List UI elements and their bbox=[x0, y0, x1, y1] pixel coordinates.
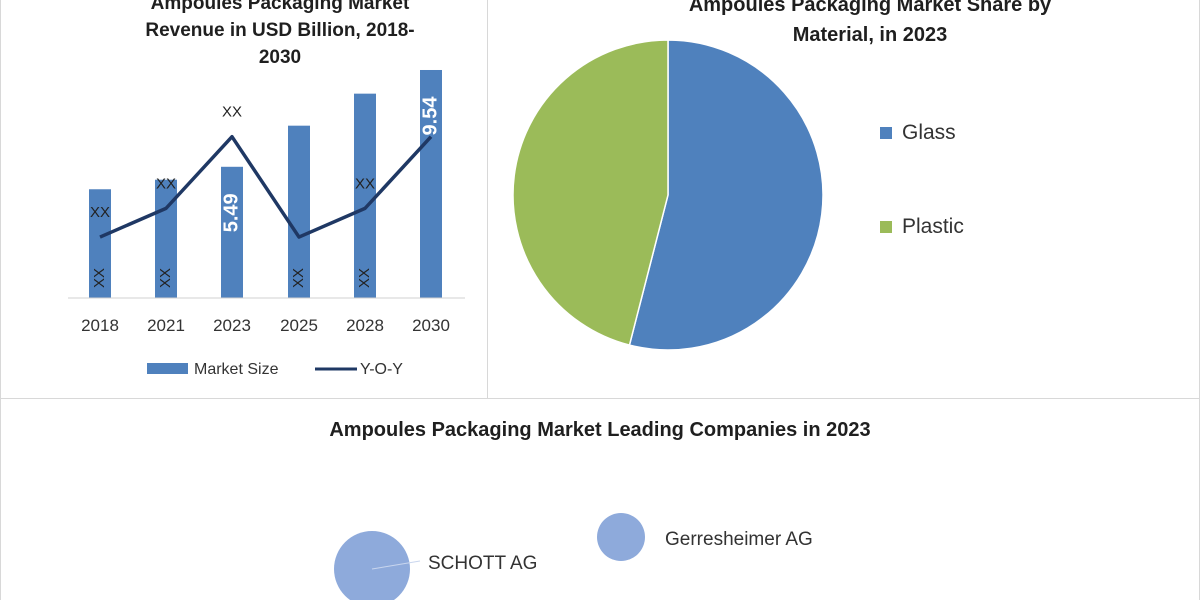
revenue-title-line-1: Ampoules Packaging Market bbox=[150, 0, 410, 14]
companies-title: Ampoules Packaging Market Leading Compan… bbox=[329, 419, 871, 441]
companies-bubble-chart: SCHOTT AG Gerresheimer AG bbox=[334, 513, 813, 600]
legend-yoy-label: Y-O-Y bbox=[360, 361, 403, 378]
company-schott: SCHOTT AG bbox=[334, 531, 537, 600]
x-tick-2021: 2021 bbox=[147, 316, 185, 335]
pie-legend-label-plastic: Plastic bbox=[902, 215, 964, 238]
bar-label-2025: XX bbox=[290, 268, 307, 288]
pie-legend-label-glass: Glass bbox=[902, 121, 956, 144]
schott-bubble bbox=[334, 531, 410, 600]
x-tick-2018: 2018 bbox=[81, 316, 119, 335]
revenue-chart-title: Ampoules Packaging Market Revenue in USD… bbox=[90, 0, 470, 71]
pie-legend-swatch-plastic bbox=[880, 221, 892, 233]
material-share-pie: Glass Plastic bbox=[512, 39, 964, 351]
gerresheimer-label: Gerresheimer AG bbox=[665, 529, 813, 550]
yoy-label-2021: XX bbox=[156, 175, 176, 192]
legend-market-size-swatch bbox=[147, 363, 188, 374]
x-tick-2025: 2025 bbox=[280, 316, 318, 335]
yoy-label-2023: XX bbox=[222, 104, 242, 121]
share-title-line-2: Material, in 2023 bbox=[792, 24, 948, 46]
gerresheimer-bubble bbox=[597, 513, 645, 561]
bar-2018 bbox=[89, 189, 111, 298]
bar-label-2030: 9.54 bbox=[419, 96, 441, 136]
x-tick-2030: 2030 bbox=[412, 316, 450, 335]
bar-label-2018: XX bbox=[91, 268, 108, 288]
schott-leader-line bbox=[371, 560, 421, 570]
company-gerresheimer: Gerresheimer AG bbox=[597, 513, 813, 561]
pie-slices bbox=[512, 39, 824, 351]
bar-label-2023: 5.49 bbox=[220, 193, 242, 232]
bar-2030 bbox=[420, 69, 442, 298]
bar-2023 bbox=[221, 166, 243, 298]
revenue-legend: Market Size Y-O-Y bbox=[147, 361, 403, 378]
schott-label: SCHOTT AG bbox=[428, 553, 537, 574]
bar-2025 bbox=[288, 125, 310, 298]
legend-market-size-label: Market Size bbox=[194, 361, 279, 378]
yoy-line-layer: XX XX XX XX bbox=[90, 104, 433, 239]
bar-2028 bbox=[354, 93, 376, 298]
left-border bbox=[0, 0, 1, 600]
yoy-line bbox=[99, 134, 433, 239]
pie-slice-glass bbox=[628, 39, 824, 351]
x-tick-layer: 2018 2021 2023 2025 2028 2030 bbox=[81, 316, 450, 335]
pie-legend: Glass Plastic bbox=[880, 121, 964, 238]
share-title-line-1: Ampoules Packaging Market Share by bbox=[688, 0, 1052, 16]
revenue-title-line-3: 2030 bbox=[258, 47, 302, 68]
vertical-divider bbox=[487, 0, 488, 398]
pie-slice-plastic bbox=[512, 39, 669, 347]
share-chart-title: Ampoules Packaging Market Share by Mater… bbox=[640, 0, 1100, 49]
pie-legend-swatch-glass bbox=[880, 127, 892, 139]
x-tick-2028: 2028 bbox=[346, 316, 384, 335]
bar-label-2021: XX bbox=[157, 268, 174, 288]
bar-label-2028: XX bbox=[356, 268, 373, 288]
yoy-label-2028: XX bbox=[355, 175, 375, 192]
revenue-title-line-2: Revenue in USD Billion, 2018- bbox=[145, 20, 415, 41]
horizontal-divider bbox=[0, 398, 1200, 399]
x-tick-2023: 2023 bbox=[213, 316, 251, 335]
yoy-label-2018: XX bbox=[90, 204, 110, 221]
